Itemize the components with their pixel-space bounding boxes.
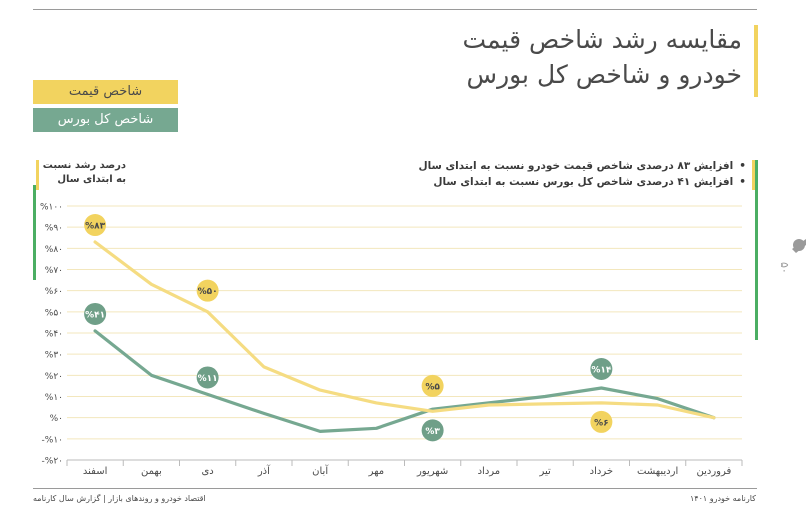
title-accent-bar bbox=[754, 25, 758, 97]
notes-green-bar bbox=[755, 160, 758, 340]
footer-rule bbox=[33, 488, 757, 489]
price-data-label-badge bbox=[84, 214, 107, 237]
y-tick-label: -%۲۰ bbox=[42, 457, 63, 467]
price-series-line bbox=[93, 240, 716, 420]
bourse-data-label-badge bbox=[84, 302, 107, 325]
x-tick-label: فروردین bbox=[696, 466, 731, 477]
footer-right: کارنامه خودرو ۱۴۰۱ bbox=[690, 494, 756, 503]
y-tick-label: -%۱۰ bbox=[42, 435, 63, 445]
data-label: %۱۱ bbox=[198, 374, 218, 384]
y-tick-label: %۵۰ bbox=[45, 308, 63, 318]
x-tick-label: اسفند bbox=[83, 466, 107, 477]
x-tick-label: بهمن bbox=[141, 466, 162, 477]
note-bourse: افزایش ۴۱ درصدی شاخص کل بورس نسبت به ابت… bbox=[416, 174, 746, 190]
bourse-data-label-badge bbox=[590, 357, 613, 380]
y-tick-label: %۸۰ bbox=[45, 245, 63, 255]
x-tick-label: شهریور bbox=[416, 466, 448, 477]
legend-bourse: شاخص کل بورس bbox=[33, 108, 178, 132]
unit-line-2: به ابتدای سال bbox=[57, 174, 126, 185]
bourse-series-line bbox=[93, 329, 716, 433]
data-label: %۵ bbox=[425, 382, 440, 392]
chart-title: مقایسه رشد شاخص قیمت خودرو و شاخص کل بور… bbox=[322, 22, 742, 92]
data-label: %۳ bbox=[425, 427, 440, 437]
car-logo-icon bbox=[792, 239, 806, 253]
top-rule bbox=[33, 9, 757, 10]
bourse-data-label-badge bbox=[196, 366, 219, 389]
data-label: %۱۴ bbox=[591, 365, 612, 375]
y-axis-unit-label: درصد رشد نسبت به ابتدای سال bbox=[42, 159, 126, 187]
x-tick-label: خرداد bbox=[590, 466, 613, 477]
y-tick-label: %۰ bbox=[50, 414, 63, 424]
note-price: افزایش ۸۳ درصدی شاخص قیمت خودرو نسبت به … bbox=[416, 158, 746, 174]
x-tick-label: دی bbox=[201, 466, 213, 477]
x-tick-label: اردیبهشت bbox=[637, 466, 678, 477]
unit-line-1: درصد رشد نسبت bbox=[42, 160, 126, 171]
legend-price: شاخص قیمت bbox=[33, 80, 178, 104]
x-tick-label: تیر bbox=[538, 466, 551, 477]
y-tick-label: %۴۰ bbox=[45, 330, 63, 340]
y-tick-label: %۲۰ bbox=[45, 372, 63, 382]
notes-yellow-bar bbox=[752, 160, 755, 190]
title-line-1: مقایسه رشد شاخص قیمت bbox=[462, 25, 742, 54]
data-label: %۵۰ bbox=[198, 287, 218, 297]
left-green-bar bbox=[33, 185, 36, 280]
y-tick-label: %۳۰ bbox=[45, 351, 63, 361]
y-tick-label: %۷۰ bbox=[45, 266, 63, 276]
x-tick-label: آذر bbox=[257, 464, 271, 477]
x-tick-label: مهر bbox=[368, 466, 384, 477]
data-label: %۴۱ bbox=[85, 310, 105, 320]
price-data-label-badge bbox=[196, 279, 219, 302]
chart-notes: افزایش ۸۳ درصدی شاخص قیمت خودرو نسبت به … bbox=[416, 158, 746, 190]
unit-accent-bar bbox=[36, 160, 39, 190]
y-tick-label: %۱۰ bbox=[45, 393, 63, 403]
price-data-label-badge bbox=[421, 374, 444, 397]
price-data-label-badge bbox=[590, 410, 613, 433]
footer-left: اقتصاد خودرو و روندهای بازار | گزارش سال… bbox=[33, 494, 206, 503]
bourse-data-label-badge bbox=[421, 419, 444, 442]
data-label: %۸۳ bbox=[85, 222, 106, 232]
y-tick-label: %۹۰ bbox=[45, 224, 63, 234]
data-label: %۶ bbox=[594, 418, 609, 428]
title-line-2: خودرو و شاخص کل بورس bbox=[466, 60, 742, 89]
y-tick-label: %۱۰۰ bbox=[40, 203, 63, 213]
x-tick-label: آبان bbox=[312, 464, 329, 477]
x-tick-label: مرداد bbox=[478, 466, 501, 477]
y-tick-label: %۶۰ bbox=[45, 287, 63, 297]
